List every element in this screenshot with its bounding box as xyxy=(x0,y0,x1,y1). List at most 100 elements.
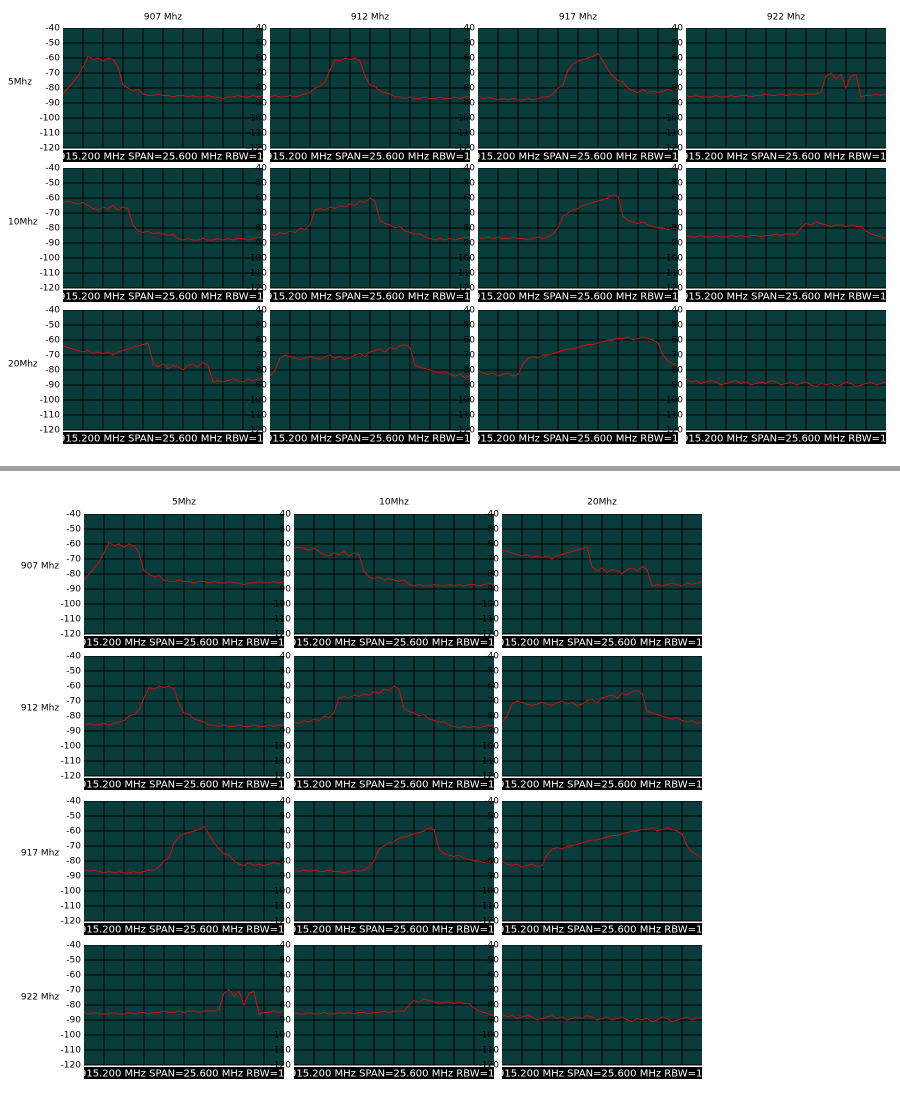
y-tick-label: -110 xyxy=(479,615,500,625)
y-tick-label: -40 xyxy=(484,797,499,807)
footer-bar xyxy=(502,923,702,935)
y-tick-label: -100 xyxy=(479,887,500,897)
y-tick-label: -100 xyxy=(40,396,61,406)
y-tick-label: -120 xyxy=(455,284,476,294)
y-tick-label: -60 xyxy=(276,827,291,837)
y-tick-label: -40 xyxy=(45,164,60,174)
y-tick-label: -50 xyxy=(276,667,291,677)
y-tick-label: -80 xyxy=(276,570,291,580)
footer-bar xyxy=(63,290,263,302)
y-tick-label: -80 xyxy=(66,570,81,580)
footer-bar xyxy=(270,290,470,302)
trace xyxy=(686,378,886,388)
footer-label: 915.200 MHz SPAN=25.600 MHz RBW=100 kHz xyxy=(80,925,319,936)
footer-bar xyxy=(478,290,678,302)
plot-panel: 915.200 MHz SPAN=25.600 MHz RBW=100 kHz xyxy=(474,310,713,445)
footer-label: 915.200 MHz SPAN=25.600 MHz RBW=100 kHz xyxy=(290,925,529,936)
plot-panel: 915.200 MHz SPAN=25.600 MHz RBW=100 kHz xyxy=(63,310,263,444)
trace xyxy=(502,689,702,725)
footer-bar xyxy=(502,1067,702,1079)
y-tick-label: -70 xyxy=(484,986,499,996)
y-tick-label: -120 xyxy=(61,917,82,927)
y-tick-label: -70 xyxy=(252,69,267,79)
y-tick-label: -90 xyxy=(276,872,291,882)
y-tick-label: -80 xyxy=(276,712,291,722)
trace xyxy=(478,194,678,241)
footer-label: 915.200 MHz SPAN=25.600 MHz RBW=100 kHz xyxy=(498,1069,737,1080)
y-tick-label: -80 xyxy=(668,84,683,94)
y-tick-label: -110 xyxy=(40,129,61,139)
y-tick-label: -110 xyxy=(479,757,500,767)
y-tick-label: -90 xyxy=(276,727,291,737)
y-tick-label: -70 xyxy=(45,209,60,219)
trace xyxy=(63,200,263,241)
y-tick-label: -60 xyxy=(484,682,499,692)
y-tick-label: -40 xyxy=(252,306,267,316)
y-tick-label: -90 xyxy=(484,585,499,595)
row-label: 10Mhz xyxy=(8,218,38,228)
trace xyxy=(502,827,702,868)
y-tick-label: -70 xyxy=(66,555,81,565)
y-tick-label: -90 xyxy=(66,872,81,882)
separator xyxy=(0,466,900,471)
y-tick-label: -90 xyxy=(668,99,683,109)
y-tick-label: -50 xyxy=(484,667,499,677)
y-tick-label: -110 xyxy=(479,902,500,912)
y-tick-label: -70 xyxy=(460,69,475,79)
footer-label: 915.200 MHz SPAN=25.600 MHz RBW=100 kHz xyxy=(266,292,505,303)
y-tick-label: -40 xyxy=(276,941,291,951)
trace xyxy=(294,998,494,1016)
footer-bar xyxy=(502,778,702,790)
trace xyxy=(478,336,678,377)
plot-panel: 915.200 MHz SPAN=25.600 MHz RBW=100 kHz xyxy=(478,28,678,162)
y-tick-label: -90 xyxy=(66,1016,81,1026)
column-header: 5Mhz xyxy=(172,498,196,508)
y-tick-label: -110 xyxy=(247,129,268,139)
y-tick-label: -50 xyxy=(66,956,81,966)
y-tick-label: -100 xyxy=(455,254,476,264)
y-tick-label: -120 xyxy=(40,426,61,436)
y-tick-label: -110 xyxy=(40,411,61,421)
footer-label: 915.200 MHz SPAN=25.600 MHz RBW=100 kHz xyxy=(682,152,900,163)
y-tick-label: -50 xyxy=(66,812,81,822)
y-tick-label: -110 xyxy=(61,1046,82,1056)
footer-label: 915.200 MHz SPAN=25.600 MHz RBW=100 kHz xyxy=(474,434,713,445)
y-tick-label: -110 xyxy=(455,411,476,421)
y-tick-label: -120 xyxy=(455,426,476,436)
y-tick-label: -100 xyxy=(479,600,500,610)
y-tick-label: -80 xyxy=(668,224,683,234)
y-tick-label: -70 xyxy=(66,697,81,707)
y-tick-label: -100 xyxy=(271,887,292,897)
y-tick-label: -70 xyxy=(276,842,291,852)
y-tick-label: -110 xyxy=(61,902,82,912)
plot-panel: 915.200 MHz SPAN=25.600 MHz RBW=100 kHz xyxy=(63,28,263,162)
row-label: 907 Mhz xyxy=(21,562,60,572)
row-label: 5Mhz xyxy=(8,78,32,88)
y-tick-label: -110 xyxy=(61,757,82,767)
footer-label: 915.200 MHz SPAN=25.600 MHz RBW=100 kHz xyxy=(266,434,505,445)
y-tick-label: -80 xyxy=(45,84,60,94)
trace xyxy=(270,343,470,379)
footer-label: 915.200 MHz SPAN=25.600 MHz RBW=100 kHz xyxy=(80,1069,319,1080)
y-tick-label: -50 xyxy=(276,956,291,966)
y-tick-label: -70 xyxy=(484,697,499,707)
footer-label: 915.200 MHz SPAN=25.600 MHz RBW=100 kHz xyxy=(498,638,737,649)
trace xyxy=(294,685,494,729)
y-tick-label: -60 xyxy=(252,54,267,64)
y-tick-label: -120 xyxy=(479,1061,500,1071)
y-tick-label: -40 xyxy=(668,24,683,34)
y-tick-label: -60 xyxy=(252,194,267,204)
footer-label: 915.200 MHz SPAN=25.600 MHz RBW=100 kHz xyxy=(80,638,319,649)
trace xyxy=(502,546,702,587)
y-tick-label: -80 xyxy=(252,84,267,94)
y-tick-label: -90 xyxy=(460,381,475,391)
trace xyxy=(502,1013,702,1023)
y-tick-label: -120 xyxy=(271,1061,292,1071)
y-tick-label: -90 xyxy=(252,381,267,391)
y-tick-label: -50 xyxy=(252,321,267,331)
plot-panel: 915.200 MHz SPAN=25.600 MHz RBW=100 kHz xyxy=(686,310,886,444)
y-tick-label: -70 xyxy=(484,842,499,852)
y-tick-label: -40 xyxy=(668,306,683,316)
y-tick-label: -70 xyxy=(276,555,291,565)
